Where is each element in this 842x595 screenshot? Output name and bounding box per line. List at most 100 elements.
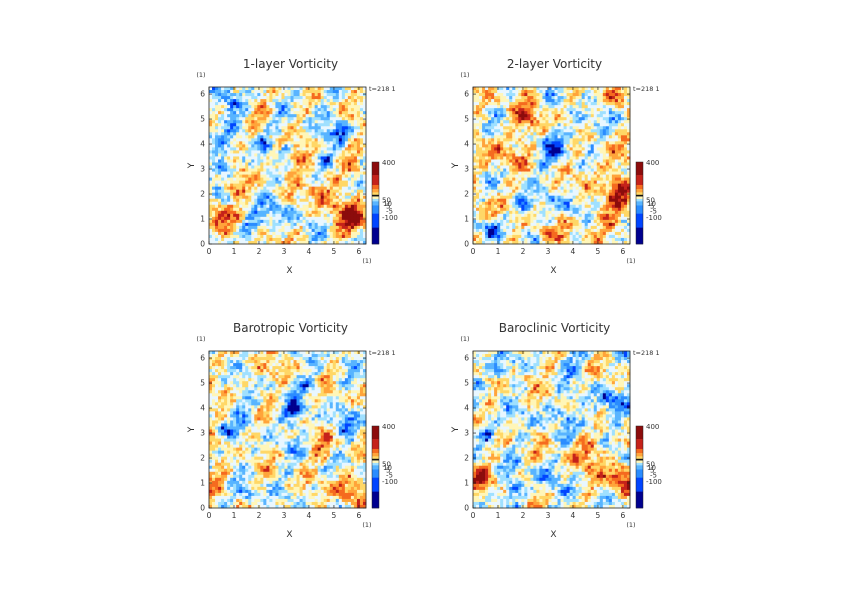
heatmap-cell xyxy=(245,219,249,224)
heatmap-cell xyxy=(248,204,252,209)
heatmap-cell xyxy=(239,108,243,112)
heatmap-cell xyxy=(311,180,316,184)
heatmap-cell xyxy=(482,108,486,112)
heatmap-cell xyxy=(494,141,498,145)
heatmap-cell xyxy=(542,237,546,242)
heatmap-cell xyxy=(473,237,477,242)
heatmap-cell xyxy=(506,234,510,239)
heatmap-cell xyxy=(332,234,337,239)
heatmap-cell xyxy=(506,204,510,209)
heatmap-cell xyxy=(506,207,510,212)
heatmap-cell xyxy=(551,183,555,187)
heatmap-cell xyxy=(320,135,325,139)
heatmap-cell xyxy=(230,204,234,209)
heatmap-cell xyxy=(539,129,543,133)
heatmap-cell xyxy=(314,135,319,139)
heatmap-cell xyxy=(563,141,567,145)
heatmap-cell xyxy=(512,150,516,154)
heatmap-cell xyxy=(557,141,561,145)
heatmap-cell xyxy=(575,126,580,130)
heatmap-cell xyxy=(518,120,522,124)
heatmap-cell xyxy=(209,180,213,184)
heatmap-cell xyxy=(224,153,228,157)
heatmap-cell xyxy=(338,237,343,242)
heatmap-cell xyxy=(584,117,589,121)
heatmap-cell xyxy=(329,120,334,124)
heatmap-cell xyxy=(593,177,598,181)
heatmap-cell xyxy=(266,105,270,109)
heatmap-cell xyxy=(512,204,516,209)
heatmap-cell xyxy=(284,123,288,127)
heatmap-cell xyxy=(281,135,285,139)
heatmap-cell xyxy=(338,174,343,178)
heatmap-cell xyxy=(230,90,234,94)
heatmap-cell xyxy=(221,222,225,227)
heatmap-cell xyxy=(356,108,361,112)
heatmap-cell xyxy=(248,159,252,163)
heatmap-cell xyxy=(350,144,355,148)
heatmap-cell xyxy=(476,156,480,160)
heatmap-cell xyxy=(260,120,264,124)
heatmap-cell xyxy=(263,213,267,218)
heatmap-cell xyxy=(245,141,249,145)
heatmap-cell xyxy=(278,225,282,230)
heatmap-cell xyxy=(359,111,364,115)
heatmap-cell xyxy=(245,192,249,197)
heatmap-cell xyxy=(521,204,525,209)
heatmap-cell xyxy=(209,99,213,103)
heatmap-cell xyxy=(515,207,519,212)
heatmap-cell xyxy=(572,111,576,115)
heatmap-cell xyxy=(284,207,288,212)
heatmap-cell xyxy=(536,192,540,197)
heatmap-cell xyxy=(569,183,573,187)
heatmap-cell xyxy=(551,93,555,97)
heatmap-cell xyxy=(548,189,552,194)
heatmap-cell xyxy=(221,201,225,206)
heatmap-cell xyxy=(329,135,334,139)
heatmap-cell xyxy=(248,171,252,175)
heatmap-cell xyxy=(593,159,598,163)
heatmap-cell xyxy=(254,201,258,206)
heatmap-cell xyxy=(353,228,358,233)
heatmap-cell xyxy=(350,237,355,242)
heatmap-cell xyxy=(581,96,586,100)
heatmap-cell xyxy=(350,201,355,206)
heatmap-cell xyxy=(494,129,498,133)
heatmap-cell xyxy=(581,108,586,112)
heatmap-cell xyxy=(308,189,312,194)
heatmap-cell xyxy=(491,234,495,239)
heatmap-cell xyxy=(293,117,297,121)
heatmap-cell xyxy=(317,168,322,172)
heatmap-cell xyxy=(473,186,477,190)
heatmap-cell xyxy=(359,183,364,187)
heatmap-cell xyxy=(518,225,522,230)
heatmap-cell xyxy=(503,132,507,136)
heatmap-cell xyxy=(209,237,213,242)
heatmap-cell xyxy=(554,204,558,209)
heatmap-cell xyxy=(350,126,355,130)
heatmap-cell xyxy=(218,108,222,112)
heatmap-cell xyxy=(224,126,228,130)
heatmap-cell xyxy=(527,222,531,227)
heatmap-cell xyxy=(554,237,558,242)
heatmap-cell xyxy=(356,150,361,154)
heatmap-cell xyxy=(254,147,258,151)
heatmap-cell xyxy=(242,123,246,127)
heatmap-cell xyxy=(227,189,231,194)
heatmap-cell xyxy=(266,219,270,224)
heatmap-cell xyxy=(215,183,219,187)
heatmap-cell xyxy=(497,198,501,203)
heatmap-cell xyxy=(566,240,570,245)
heatmap-cell xyxy=(308,195,312,200)
heatmap-cell xyxy=(308,147,312,151)
heatmap-cell xyxy=(509,135,513,139)
heatmap-cell xyxy=(230,117,234,121)
heatmap-cell xyxy=(515,111,519,115)
heatmap-cell xyxy=(266,234,270,239)
heatmap-cell xyxy=(236,129,240,133)
heatmap-cell xyxy=(317,102,322,106)
heatmap-cell xyxy=(512,198,516,203)
heatmap-cell xyxy=(260,222,264,227)
heatmap-cell xyxy=(347,135,352,139)
heatmap-cell xyxy=(227,192,231,197)
